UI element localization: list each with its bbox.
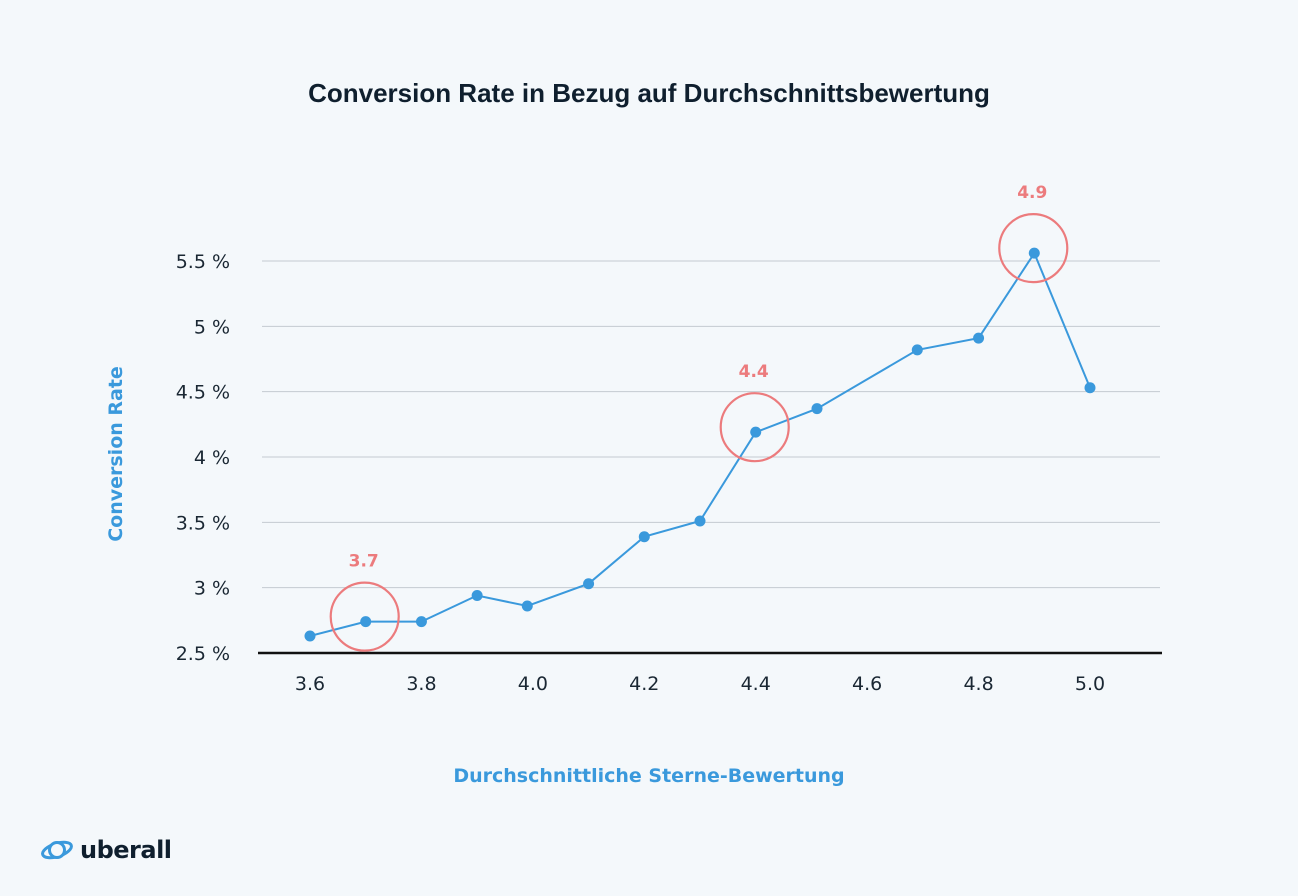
data-point [694, 515, 706, 527]
y-tick-label: 4.5 % [176, 382, 230, 404]
data-point [471, 590, 483, 602]
x-tick-label: 5.0 [1075, 673, 1105, 695]
planet-icon [41, 840, 73, 860]
chart-title: Conversion Rate in Bezug auf Durchschnit… [308, 78, 990, 108]
x-tick-label: 3.8 [406, 673, 436, 695]
data-point [583, 578, 595, 590]
y-tick-label: 5 % [194, 316, 230, 338]
series-line [309, 251, 1091, 637]
x-tick-label: 4.0 [518, 673, 548, 695]
annotation-label: 3.7 [349, 552, 379, 572]
highlight-circle [329, 581, 400, 652]
y-axis-title: Conversion Rate [105, 366, 127, 542]
annotation-label: 4.4 [739, 362, 769, 382]
data-point [1028, 247, 1040, 259]
x-tick-label: 3.6 [295, 673, 325, 695]
y-tick-label: 3.5 % [176, 512, 230, 534]
annotation-label: 4.9 [1017, 183, 1047, 203]
data-point [415, 616, 427, 628]
uberall-logo: uberall [40, 834, 172, 866]
y-tick-labels: 2.5 % 3 % 3.5 % 4 % 4.5 % 5 % 5.5 % [176, 251, 230, 665]
data-point [304, 630, 316, 642]
x-tick-label: 4.4 [741, 673, 771, 695]
x-tick-label: 4.8 [963, 673, 993, 695]
y-tick-label: 3 % [194, 578, 230, 600]
data-point [811, 403, 823, 415]
data-point [973, 332, 985, 344]
logo-text: uberall [80, 836, 172, 864]
data-point [521, 600, 533, 612]
data-point [750, 426, 762, 438]
y-tick-label: 5.5 % [176, 251, 230, 273]
x-axis-title: Durchschnittliche Sterne-Bewertung [453, 765, 844, 787]
x-tick-label: 4.6 [852, 673, 882, 695]
data-point [360, 616, 372, 628]
highlight-circle [719, 392, 790, 463]
y-tick-label: 2.5 % [176, 643, 230, 665]
annotations: 3.7 4.4 4.9 [329, 183, 1069, 652]
data-point [911, 344, 923, 356]
series-points [304, 247, 1096, 642]
data-point [1084, 382, 1096, 394]
gridlines [262, 260, 1160, 589]
data-point [638, 531, 650, 543]
y-tick-label: 4 % [194, 447, 230, 469]
highlight-circle [998, 213, 1069, 284]
x-tick-labels: 3.6 3.8 4.0 4.2 4.4 4.6 4.8 5.0 [295, 673, 1105, 695]
x-tick-label: 4.2 [629, 673, 659, 695]
